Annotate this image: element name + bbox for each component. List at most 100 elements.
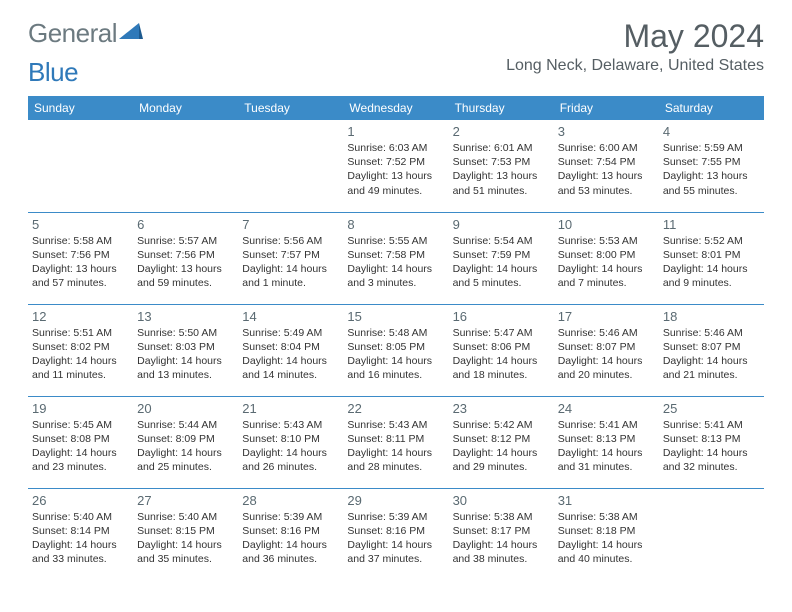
calendar-row: 1 Sunrise: 6:03 AMSunset: 7:52 PMDaylight…: [28, 120, 764, 212]
calendar-cell: 16 Sunrise: 5:47 AMSunset: 8:06 PMDayligh…: [449, 304, 554, 396]
calendar-cell: 7 Sunrise: 5:56 AMSunset: 7:57 PMDaylight…: [238, 212, 343, 304]
calendar-cell: 2Sunrise: 6:01 AMSunset: 7:53 PMDaylight…: [449, 120, 554, 212]
calendar-cell: 3 Sunrise: 6:00 AMSunset: 7:54 PMDaylight…: [554, 120, 659, 212]
day-number: 7: [242, 217, 339, 232]
day-number: 31: [558, 493, 655, 508]
day-number: 10: [558, 217, 655, 232]
day-info: Sunrise: 5:44 AMSunset: 8:09 PMDaylight:…: [137, 418, 234, 475]
day-number: 1: [347, 124, 444, 139]
brand-word2: Blue: [28, 57, 78, 87]
calendar-cell: 31 Sunrise: 5:38 AMSunset: 8:18 PMDayligh…: [554, 488, 659, 580]
weekday-header: Tuesday: [238, 96, 343, 120]
brand-word1: General: [28, 18, 117, 49]
brand-mark-icon: [119, 21, 143, 46]
day-info: Sunrise: 5:39 AMSunset: 8:16 PMDaylight:…: [347, 510, 444, 567]
day-info: Sunrise: 5:38 AMSunset: 8:17 PMDaylight:…: [453, 510, 550, 567]
day-number: 3: [558, 124, 655, 139]
weekday-header: Monday: [133, 96, 238, 120]
day-info: Sunrise: 5:57 AMSunset: 7:56 PMDaylight:…: [137, 234, 234, 291]
weekday-header: Wednesday: [343, 96, 448, 120]
calendar-cell: 22 Sunrise: 5:43 AMSunset: 8:11 PMDayligh…: [343, 396, 448, 488]
day-number: 21: [242, 401, 339, 416]
calendar-cell: 21 Sunrise: 5:43 AMSunset: 8:10 PMDayligh…: [238, 396, 343, 488]
day-info: Sunrise: 5:46 AMSunset: 8:07 PMDaylight:…: [558, 326, 655, 383]
day-number: 20: [137, 401, 234, 416]
day-info: Sunrise: 5:43 AMSunset: 8:11 PMDaylight:…: [347, 418, 444, 475]
calendar-cell: 1 Sunrise: 6:03 AMSunset: 7:52 PMDaylight…: [343, 120, 448, 212]
day-info: Sunrise: 5:40 AMSunset: 8:14 PMDaylight:…: [32, 510, 129, 567]
day-number: 25: [663, 401, 760, 416]
day-number: 9: [453, 217, 550, 232]
calendar-cell-empty: [238, 120, 343, 212]
day-info: Sunrise: 5:58 AMSunset: 7:56 PMDaylight:…: [32, 234, 129, 291]
day-info: Sunrise: 5:38 AMSunset: 8:18 PMDaylight:…: [558, 510, 655, 567]
day-number: 6: [137, 217, 234, 232]
day-info: Sunrise: 5:40 AMSunset: 8:15 PMDaylight:…: [137, 510, 234, 567]
calendar-cell: 6 Sunrise: 5:57 AMSunset: 7:56 PMDaylight…: [133, 212, 238, 304]
day-number: 13: [137, 309, 234, 324]
weekday-header: Sunday: [28, 96, 133, 120]
day-number: 12: [32, 309, 129, 324]
calendar-cell: 13 Sunrise: 5:50 AMSunset: 8:03 PMDayligh…: [133, 304, 238, 396]
day-info: Sunrise: 5:41 AMSunset: 8:13 PMDaylight:…: [663, 418, 760, 475]
calendar-header-row: SundayMondayTuesdayWednesdayThursdayFrid…: [28, 96, 764, 120]
calendar-cell: 9 Sunrise: 5:54 AMSunset: 7:59 PMDaylight…: [449, 212, 554, 304]
calendar-cell: 5 Sunrise: 5:58 AMSunset: 7:56 PMDaylight…: [28, 212, 133, 304]
day-info: Sunrise: 5:50 AMSunset: 8:03 PMDaylight:…: [137, 326, 234, 383]
brand-logo: General: [28, 18, 145, 49]
calendar-cell: 15 Sunrise: 5:48 AMSunset: 8:05 PMDayligh…: [343, 304, 448, 396]
day-number: 17: [558, 309, 655, 324]
day-info: Sunrise: 5:46 AMSunset: 8:07 PMDaylight:…: [663, 326, 760, 383]
calendar-row: 12 Sunrise: 5:51 AMSunset: 8:02 PMDayligh…: [28, 304, 764, 396]
calendar-cell: 14 Sunrise: 5:49 AMSunset: 8:04 PMDayligh…: [238, 304, 343, 396]
day-info: Sunrise: 5:47 AMSunset: 8:06 PMDaylight:…: [453, 326, 550, 383]
calendar-cell: 26 Sunrise: 5:40 AMSunset: 8:14 PMDayligh…: [28, 488, 133, 580]
calendar-cell: 17 Sunrise: 5:46 AMSunset: 8:07 PMDayligh…: [554, 304, 659, 396]
day-number: 28: [242, 493, 339, 508]
page-title: May 2024: [506, 18, 764, 55]
day-info: Sunrise: 5:41 AMSunset: 8:13 PMDaylight:…: [558, 418, 655, 475]
day-number: 11: [663, 217, 760, 232]
day-info: Sunrise: 5:43 AMSunset: 8:10 PMDaylight:…: [242, 418, 339, 475]
day-info: Sunrise: 5:48 AMSunset: 8:05 PMDaylight:…: [347, 326, 444, 383]
day-info: Sunrise: 5:49 AMSunset: 8:04 PMDaylight:…: [242, 326, 339, 383]
calendar-cell: 4Sunrise: 5:59 AMSunset: 7:55 PMDaylight…: [659, 120, 764, 212]
day-info: Sunrise: 5:55 AMSunset: 7:58 PMDaylight:…: [347, 234, 444, 291]
calendar-cell-empty: [133, 120, 238, 212]
day-info: Sunrise: 6:01 AMSunset: 7:53 PMDaylight:…: [453, 141, 550, 198]
day-number: 26: [32, 493, 129, 508]
calendar-cell: 10 Sunrise: 5:53 AMSunset: 8:00 PMDayligh…: [554, 212, 659, 304]
calendar-row: 19Sunrise: 5:45 AMSunset: 8:08 PMDayligh…: [28, 396, 764, 488]
day-info: Sunrise: 5:56 AMSunset: 7:57 PMDaylight:…: [242, 234, 339, 291]
day-info: Sunrise: 5:39 AMSunset: 8:16 PMDaylight:…: [242, 510, 339, 567]
day-info: Sunrise: 6:03 AMSunset: 7:52 PMDaylight:…: [347, 141, 444, 198]
day-info: Sunrise: 5:53 AMSunset: 8:00 PMDaylight:…: [558, 234, 655, 291]
calendar-cell: 11 Sunrise: 5:52 AMSunset: 8:01 PMDayligh…: [659, 212, 764, 304]
calendar-cell: 29Sunrise: 5:39 AMSunset: 8:16 PMDayligh…: [343, 488, 448, 580]
day-info: Sunrise: 6:00 AMSunset: 7:54 PMDaylight:…: [558, 141, 655, 198]
day-number: 5: [32, 217, 129, 232]
day-number: 8: [347, 217, 444, 232]
day-info: Sunrise: 5:45 AMSunset: 8:08 PMDaylight:…: [32, 418, 129, 475]
calendar-row: 5 Sunrise: 5:58 AMSunset: 7:56 PMDaylight…: [28, 212, 764, 304]
calendar-cell: 19Sunrise: 5:45 AMSunset: 8:08 PMDayligh…: [28, 396, 133, 488]
calendar-cell: 18Sunrise: 5:46 AMSunset: 8:07 PMDayligh…: [659, 304, 764, 396]
day-number: 16: [453, 309, 550, 324]
day-number: 22: [347, 401, 444, 416]
calendar-cell: 30Sunrise: 5:38 AMSunset: 8:17 PMDayligh…: [449, 488, 554, 580]
day-info: Sunrise: 5:52 AMSunset: 8:01 PMDaylight:…: [663, 234, 760, 291]
day-number: 15: [347, 309, 444, 324]
calendar-cell-empty: [28, 120, 133, 212]
day-number: 14: [242, 309, 339, 324]
weekday-header: Friday: [554, 96, 659, 120]
weekday-header: Saturday: [659, 96, 764, 120]
day-number: 23: [453, 401, 550, 416]
calendar-cell: 28 Sunrise: 5:39 AMSunset: 8:16 PMDayligh…: [238, 488, 343, 580]
day-number: 4: [663, 124, 760, 139]
calendar-cell: 25 Sunrise: 5:41 AMSunset: 8:13 PMDayligh…: [659, 396, 764, 488]
calendar-cell: 23Sunrise: 5:42 AMSunset: 8:12 PMDayligh…: [449, 396, 554, 488]
calendar-cell-empty: [659, 488, 764, 580]
day-info: Sunrise: 5:54 AMSunset: 7:59 PMDaylight:…: [453, 234, 550, 291]
day-number: 24: [558, 401, 655, 416]
day-info: Sunrise: 5:51 AMSunset: 8:02 PMDaylight:…: [32, 326, 129, 383]
